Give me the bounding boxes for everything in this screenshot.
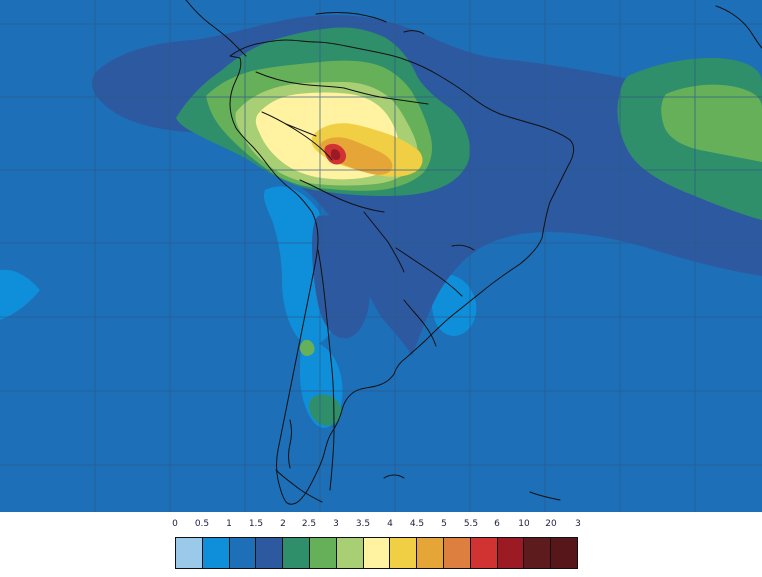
legend-label-9: 4.5 bbox=[409, 519, 425, 529]
northeast-island bbox=[715, 5, 762, 49]
falklands bbox=[383, 474, 405, 479]
caribbean-island-2 bbox=[403, 30, 425, 35]
legend-label-6: 3 bbox=[333, 519, 339, 529]
chile-green-spot bbox=[299, 339, 315, 356]
legend-label-7: 3.5 bbox=[355, 519, 371, 529]
legend-swatch-3 bbox=[256, 538, 284, 568]
legend-swatch-7 bbox=[363, 538, 391, 568]
central-dark-red-core bbox=[331, 149, 341, 160]
legend-swatch-13 bbox=[524, 538, 552, 568]
coast-lake-1 bbox=[451, 244, 475, 251]
legend-label-8: 4 bbox=[387, 519, 393, 529]
legend-label-0: 0 bbox=[172, 519, 178, 529]
fuegian-archipelago bbox=[275, 469, 323, 503]
pacific-light-blue-zone bbox=[0, 269, 40, 320]
legend-swatch-0 bbox=[176, 538, 203, 568]
precipitation-map bbox=[0, 0, 762, 512]
legend-label-2: 1 bbox=[226, 519, 232, 529]
legend-label-14: 20 bbox=[545, 519, 557, 529]
map-canvas bbox=[0, 0, 762, 512]
legend-labels: 0 0.5 1 1.5 2 2.5 3 3.5 4 4.5 5 5.5 6 10… bbox=[0, 518, 762, 532]
atlantic-green-zone bbox=[661, 84, 762, 162]
border-peru-brazil bbox=[285, 123, 317, 137]
legend-swatch-5 bbox=[309, 538, 337, 568]
legend-label-12: 6 bbox=[494, 519, 500, 529]
border-andes-west bbox=[261, 111, 333, 161]
legend-swatch-11 bbox=[470, 538, 498, 568]
legend-swatch-8 bbox=[390, 538, 418, 568]
caribbean-islands-coastline bbox=[315, 12, 387, 23]
border-colombia-venezuela bbox=[255, 71, 345, 89]
coastline-borders bbox=[185, 0, 762, 505]
legend-swatch-4 bbox=[283, 538, 310, 568]
chile-island-chain bbox=[288, 419, 292, 469]
legend-swatch-14 bbox=[551, 538, 577, 568]
legend-swatch-10 bbox=[443, 538, 471, 568]
border-bolivia bbox=[299, 179, 385, 213]
border-uruguay bbox=[403, 299, 437, 347]
southeast-light-blue-zone bbox=[431, 274, 477, 337]
legend-swatch-9 bbox=[417, 538, 444, 568]
legend-swatch-1 bbox=[202, 538, 230, 568]
legend-panel: 0 0.5 1 1.5 2 2.5 3 3.5 4 4.5 5 5.5 6 10… bbox=[0, 512, 762, 577]
legend-label-1: 0.5 bbox=[194, 519, 210, 529]
red-zones bbox=[324, 143, 347, 165]
border-brazil-north bbox=[343, 87, 429, 105]
legend-color-bar bbox=[175, 537, 578, 569]
border-paraguay bbox=[363, 211, 405, 273]
central-america-coastline bbox=[185, 0, 247, 57]
legend-label-3: 1.5 bbox=[248, 519, 264, 529]
legend-label-4: 2 bbox=[280, 519, 286, 529]
legend-label-5: 2.5 bbox=[301, 519, 317, 529]
legend-label-11: 5.5 bbox=[463, 519, 479, 529]
legend-swatch-2 bbox=[229, 538, 257, 568]
south-america-coastline bbox=[229, 39, 575, 505]
border-chile-argentina bbox=[317, 249, 335, 491]
legend-label-15: 3 bbox=[575, 519, 581, 529]
legend-label-13: 10 bbox=[518, 519, 530, 529]
southern-islands bbox=[529, 491, 561, 501]
patagonia-navy-zone bbox=[312, 215, 370, 339]
legend-swatch-12 bbox=[497, 538, 525, 568]
legend-label-10: 5 bbox=[441, 519, 447, 529]
border-argentina-brazil bbox=[395, 247, 463, 297]
legend-swatch-6 bbox=[336, 538, 364, 568]
